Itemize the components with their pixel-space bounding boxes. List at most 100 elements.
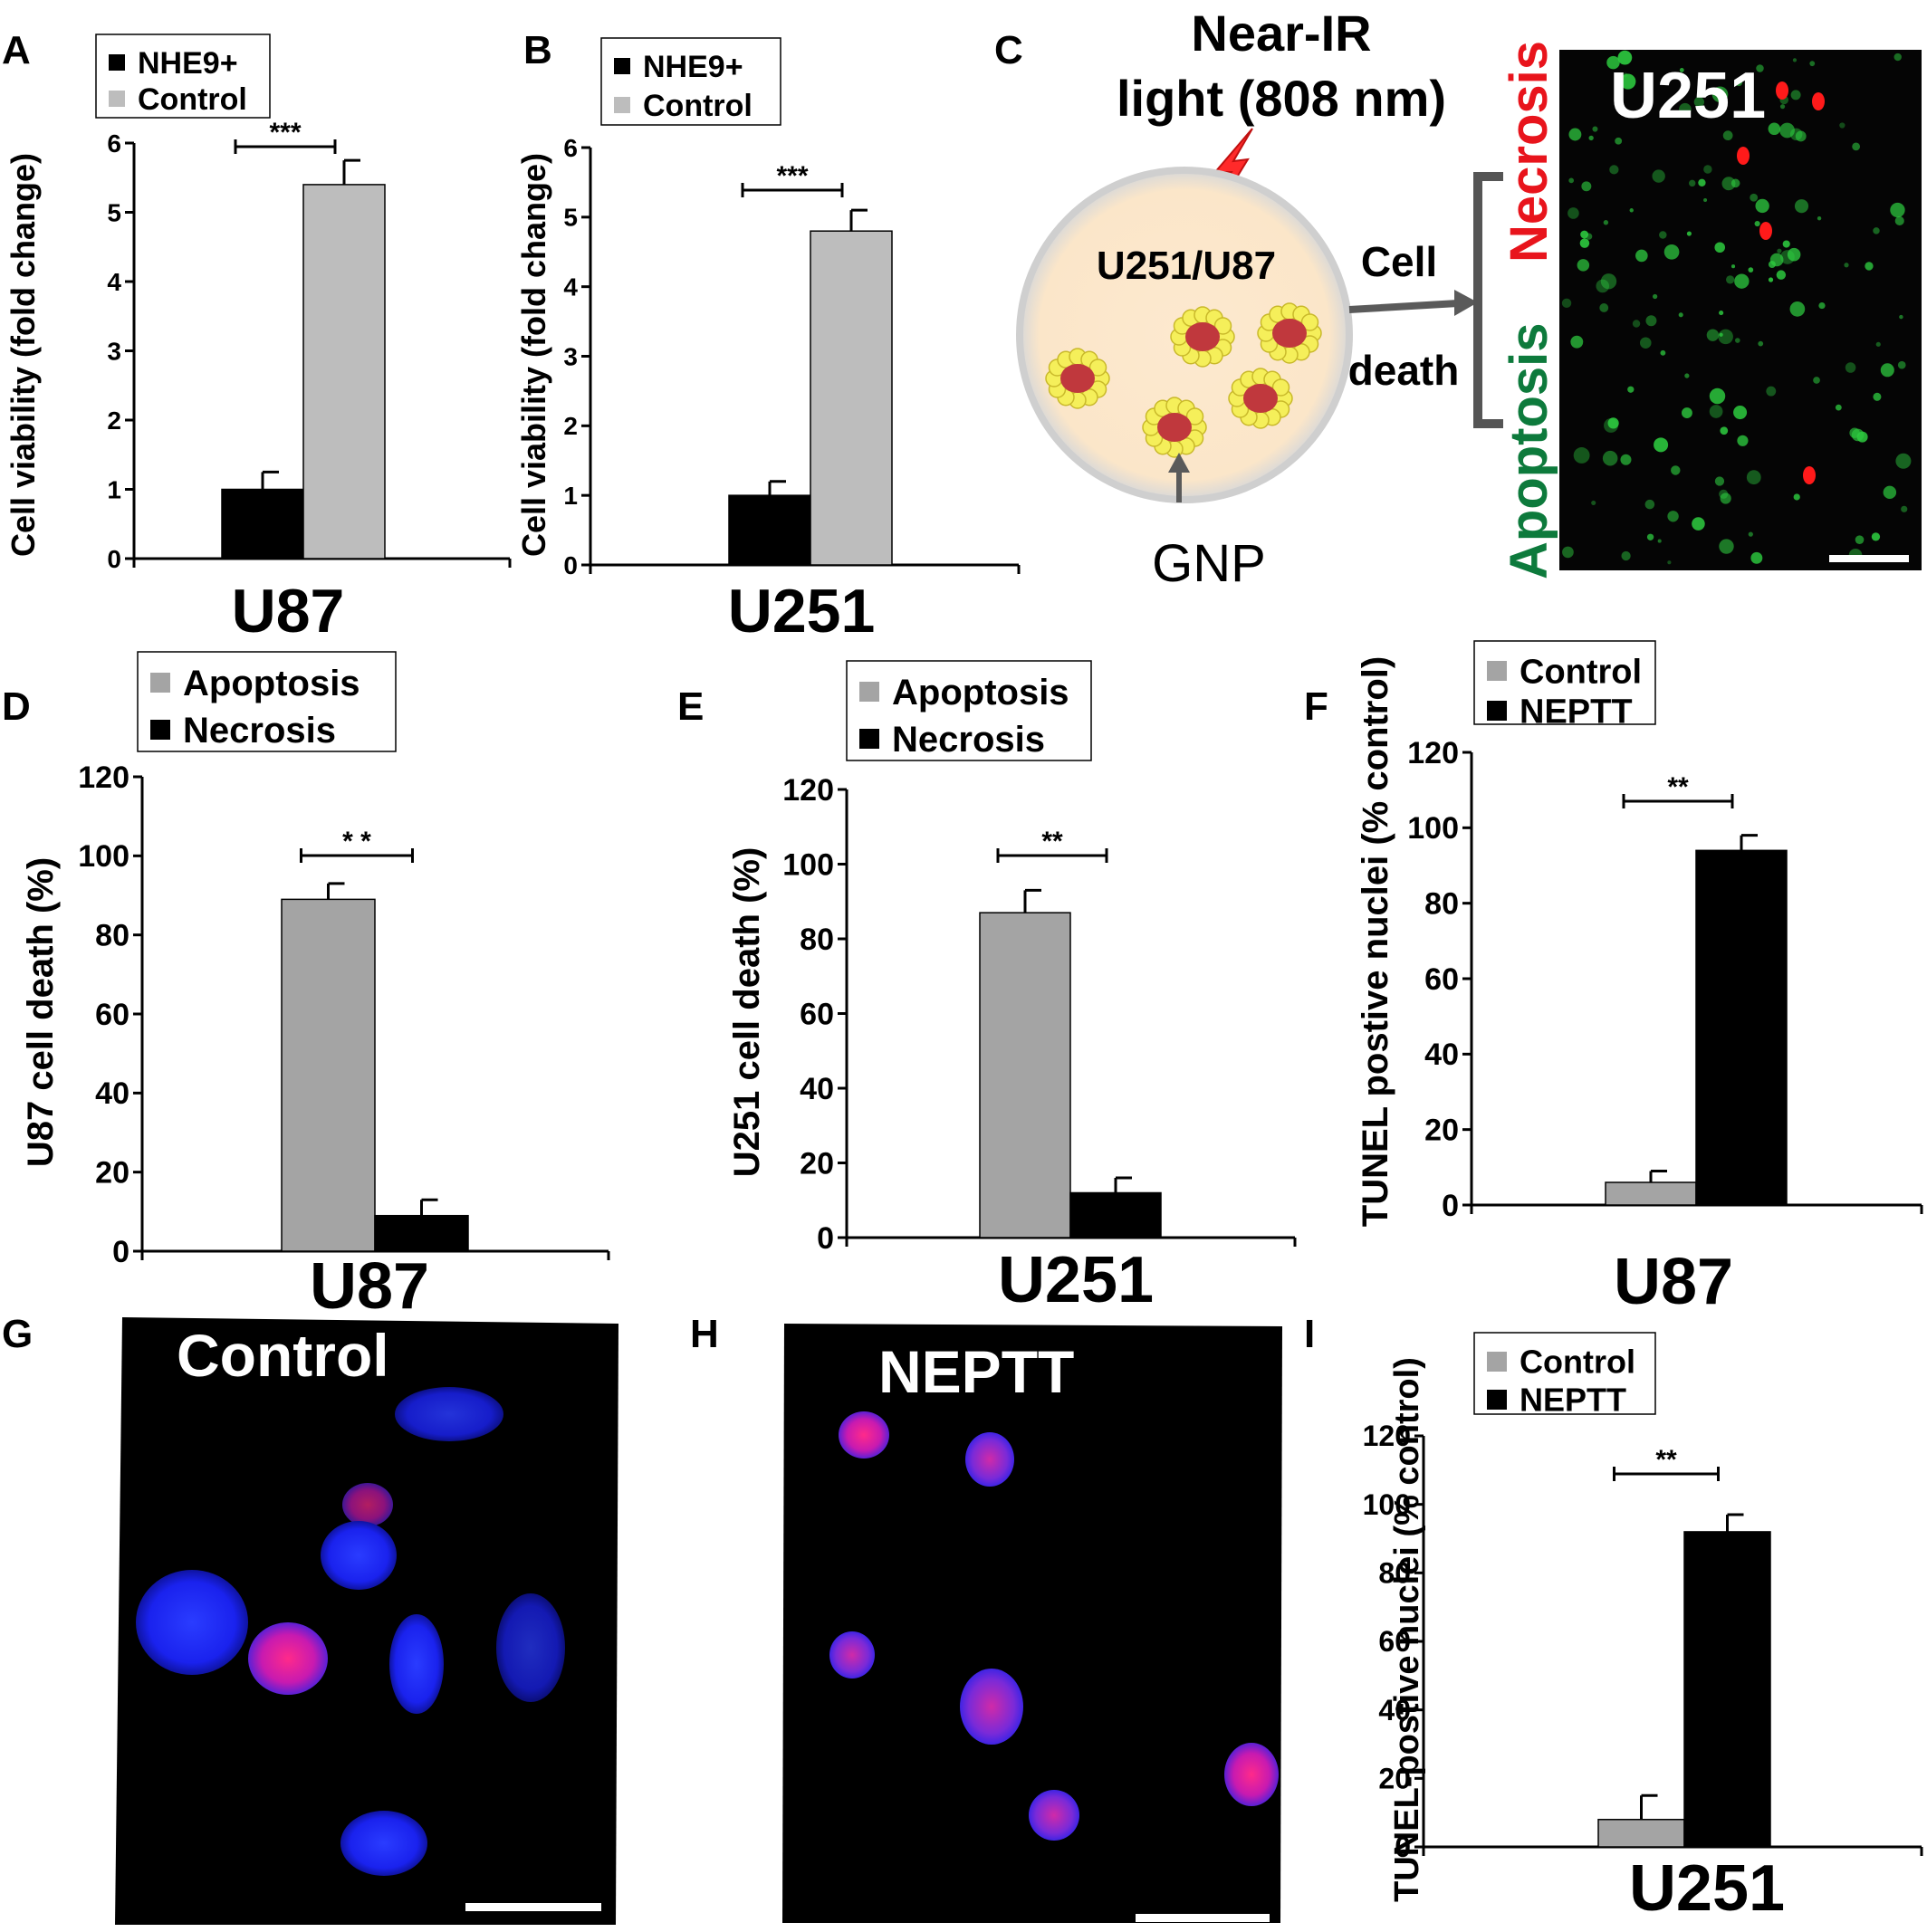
significance-label: *** xyxy=(269,118,301,148)
apoptotic-cell xyxy=(1769,253,1784,267)
apoptotic-cell xyxy=(1845,362,1856,373)
y-tick-label: 4 xyxy=(107,268,121,296)
nucleus xyxy=(389,1614,444,1714)
panel-letter-c: C xyxy=(994,28,1023,72)
apoptotic-cell xyxy=(1777,248,1782,253)
apoptotic-cell xyxy=(1719,332,1723,337)
outcome-bracket xyxy=(1473,172,1503,428)
apoptotic-cell xyxy=(1793,493,1800,501)
apoptotic-cell xyxy=(1787,247,1801,262)
panel-letter-d: D xyxy=(2,684,31,729)
y-tick-label: 0 xyxy=(1395,1831,1411,1863)
y-tick-label: 1 xyxy=(563,482,578,510)
apoptotic-cell xyxy=(1600,273,1617,290)
nucleus xyxy=(136,1570,248,1675)
near-ir-label: Near-IR xyxy=(1191,5,1371,62)
apoptotic-cell xyxy=(1703,197,1708,202)
apoptotic-cell xyxy=(1632,320,1641,328)
panel-letter-i: I xyxy=(1304,1312,1315,1356)
apoptotic-cell xyxy=(1659,231,1667,239)
bar-apoptosis xyxy=(281,898,376,1252)
apoptotic-cell xyxy=(1844,263,1849,268)
apoptotic-cell xyxy=(1720,426,1729,435)
y-axis-label: U87 cell death (%) xyxy=(21,857,61,1167)
apoptotic-cell xyxy=(1615,137,1623,145)
apoptotic-cell xyxy=(1623,72,1628,78)
nucleus xyxy=(342,1483,393,1526)
apoptotic-cell xyxy=(1579,238,1590,248)
death-label: death xyxy=(1348,347,1460,394)
y-tick-label: 60 xyxy=(800,997,834,1031)
y-tick-label: 0 xyxy=(817,1221,834,1256)
apoptotic-cell xyxy=(1645,315,1657,327)
x-axis-label: U87 xyxy=(1614,1246,1733,1318)
apoptotic-cell xyxy=(1678,312,1683,318)
y-tick-label: 120 xyxy=(782,773,834,808)
legend-swatch xyxy=(150,720,170,740)
apoptotic-cell xyxy=(1754,220,1760,227)
y-tick-label: 20 xyxy=(1378,1763,1411,1795)
apoptotic-cell xyxy=(1646,533,1654,540)
apoptotic-cell xyxy=(1689,179,1696,187)
apoptotic-cell xyxy=(1779,122,1795,139)
bar-neptt xyxy=(1695,849,1788,1206)
gnp-coated-cell xyxy=(1045,348,1110,409)
nucleus xyxy=(496,1593,565,1702)
apoptosis-label: Apoptosis xyxy=(1500,322,1558,579)
apoptotic-cell xyxy=(1865,262,1874,271)
gold-nanoparticle xyxy=(1300,313,1319,331)
neptt-image-background xyxy=(782,1324,1282,1923)
apoptotic-cell xyxy=(1792,58,1798,62)
necrotic-cell xyxy=(1759,222,1772,240)
y-tick-label: 2 xyxy=(107,406,121,435)
bar-control xyxy=(810,230,893,566)
apoptotic-cell xyxy=(1693,97,1704,108)
apoptotic-cell xyxy=(1577,259,1590,272)
legend-swatch xyxy=(1487,661,1507,681)
apoptotic-cell xyxy=(1711,86,1729,103)
y-tick-label: 5 xyxy=(107,198,121,226)
significance-label: ** xyxy=(1667,772,1689,802)
apoptotic-cell xyxy=(1588,135,1594,141)
apoptotic-cell xyxy=(1635,249,1648,263)
gnp-arrow-head xyxy=(1168,453,1190,473)
legend-label: Apoptosis xyxy=(183,664,360,703)
apoptotic-cell xyxy=(1794,199,1809,214)
apoptotic-cell xyxy=(1719,539,1734,554)
apoptotic-cell xyxy=(1617,50,1633,65)
legend-label: Necrosis xyxy=(183,711,336,751)
legend-swatch xyxy=(1487,701,1507,721)
apoptotic-cell xyxy=(1852,142,1861,151)
y-tick-label: 120 xyxy=(78,760,129,795)
chart-b: 0 1 2 3 4 5 6 Cell viability (fold change) U251 *… xyxy=(515,37,1021,646)
apoptotic-cell xyxy=(1603,220,1609,225)
y-tick-label: 20 xyxy=(1424,1114,1459,1148)
cell-nucleus xyxy=(1060,364,1095,393)
nucleus xyxy=(340,1811,427,1876)
apoptotic-cell xyxy=(1679,67,1684,72)
control-nuclei-image: Control xyxy=(115,1317,618,1925)
apoptotic-cell xyxy=(1750,193,1759,202)
legend-swatch xyxy=(859,729,879,749)
apoptotic-cell xyxy=(1897,360,1906,369)
legend-box xyxy=(137,651,397,752)
apoptotic-cell xyxy=(1709,405,1723,418)
legend-label: NHE9+ xyxy=(138,46,238,81)
apoptotic-cell xyxy=(1873,392,1882,401)
nucleus xyxy=(1224,1743,1279,1806)
apoptotic-cell xyxy=(1719,489,1729,499)
apoptotic-cell xyxy=(1758,340,1764,347)
cell-death-arrow-head xyxy=(1454,290,1478,316)
y-tick-label: 60 xyxy=(95,998,129,1032)
legend-swatch xyxy=(150,673,170,693)
apoptotic-cell xyxy=(1568,128,1582,141)
gold-nanoparticle xyxy=(1213,317,1232,335)
legend-label: Control xyxy=(643,89,753,123)
apoptotic-cell xyxy=(1768,277,1774,282)
u251-microscopy-image xyxy=(1559,50,1922,570)
y-tick-label: 80 xyxy=(1424,887,1459,922)
apoptotic-cell xyxy=(1734,273,1750,289)
panel-letter-a: A xyxy=(2,28,31,72)
apoptotic-cell xyxy=(1671,465,1681,475)
y-axis-label: Cell viability (fold change) xyxy=(5,153,42,557)
